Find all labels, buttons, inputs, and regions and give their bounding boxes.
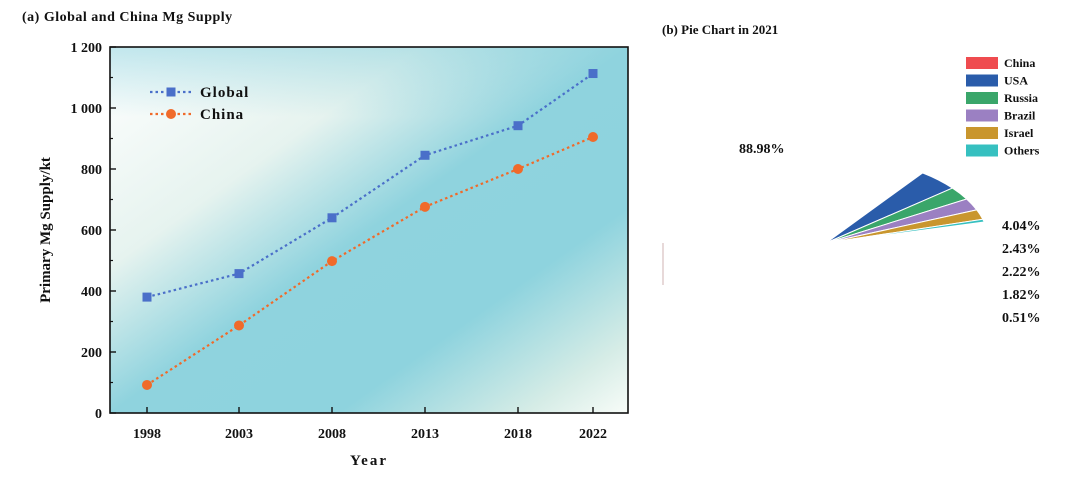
- x-tick-label: 2018: [504, 427, 532, 442]
- x-tick-label: 2013: [411, 427, 439, 442]
- legend-swatch-usa: [966, 74, 998, 87]
- legend-swatch-brazil: [966, 109, 998, 122]
- legend-label-brazil: Brazil: [1004, 109, 1036, 123]
- pie-label-others: 0.51%: [1002, 311, 1041, 326]
- pie-label-russia: 2.43%: [1002, 242, 1041, 257]
- data-point-china: [142, 379, 152, 390]
- panel-b-title: (b) Pie Chart in 2021: [662, 22, 779, 37]
- data-point-china: [327, 256, 337, 267]
- panel-a-title: (a) Global and China Mg Supply: [22, 10, 233, 25]
- x-tick-label: 2003: [225, 427, 253, 442]
- y-tick-label: 200: [81, 346, 102, 361]
- legend-marker-china: [166, 109, 176, 119]
- y-tick-label: 800: [81, 163, 102, 178]
- series-line-global: [146, 72, 594, 299]
- x-tick-label: 1998: [133, 427, 161, 442]
- legend-marker-global: [166, 87, 176, 97]
- pie-label-china: 88.98%: [739, 142, 785, 157]
- data-point-china: [588, 131, 598, 142]
- legend-label-usa: USA: [1004, 74, 1028, 88]
- x-tick-label: 2008: [318, 427, 346, 442]
- legend-label-china: China: [1004, 56, 1035, 70]
- legend-swatch-others: [966, 144, 998, 157]
- series-line-china: [146, 135, 594, 386]
- legend-label-china: China: [200, 107, 244, 123]
- x-tick-label: 2022: [579, 427, 607, 442]
- data-point-global: [420, 150, 430, 160]
- data-point-global: [588, 69, 598, 79]
- pie-slice-others: [825, 218, 985, 244]
- legend-swatch-russia: [966, 92, 998, 104]
- y-tick-label: 400: [81, 285, 102, 300]
- y-tick-label: 0: [95, 407, 102, 422]
- y-tick-label: 1 200: [71, 41, 103, 56]
- data-point-global: [234, 269, 244, 279]
- data-point-china: [234, 320, 244, 331]
- legend-label-russia: Russia: [1004, 91, 1038, 105]
- pie-label-israel: 1.82%: [1002, 288, 1041, 303]
- data-point-global: [327, 213, 337, 223]
- plot-background-band: [110, 47, 628, 117]
- y-tick-label: 600: [81, 224, 102, 239]
- legend-label-israel: Israel: [1004, 126, 1034, 140]
- y-tick-label: 1 000: [71, 102, 103, 117]
- data-point-global: [142, 292, 152, 302]
- legend-label-global: Global: [200, 85, 249, 101]
- pie-label-brazil: 2.22%: [1002, 265, 1041, 280]
- data-point-china: [420, 201, 430, 212]
- y-axis-label: Primary Mg Supply/kt: [38, 157, 54, 303]
- legend-swatch-israel: [966, 127, 998, 139]
- data-point-china: [513, 164, 523, 174]
- data-point-global: [513, 121, 523, 131]
- legend-label-others: Others: [1004, 144, 1040, 158]
- x-axis-label: Year: [350, 453, 388, 469]
- legend-swatch-china: [966, 57, 998, 69]
- pie-label-usa: 4.04%: [1002, 219, 1041, 234]
